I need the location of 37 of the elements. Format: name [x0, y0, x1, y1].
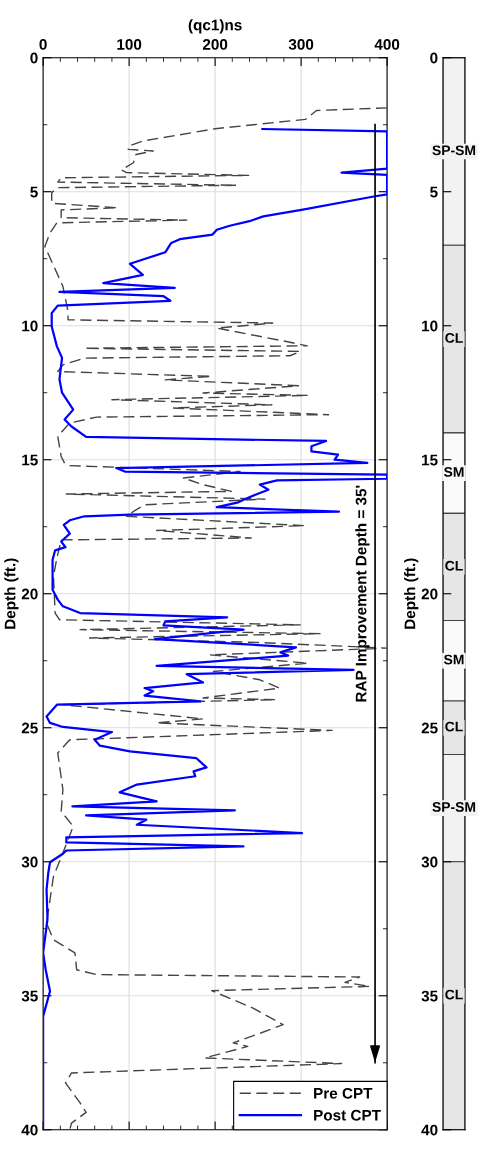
- y-tick-label: 0: [30, 52, 38, 64]
- x-tick-label: 100: [117, 39, 142, 50]
- y-tick-label: 40: [21, 1124, 38, 1136]
- series-label: CL: [445, 560, 463, 571]
- series-label: CL: [445, 721, 463, 732]
- series-label: SM: [443, 654, 464, 665]
- y-tick-label: 25: [421, 722, 438, 734]
- series-label: CL: [445, 333, 463, 343]
- y-tick-label: 10: [22, 320, 38, 332]
- x-tick-label: 200: [202, 39, 228, 50]
- series-label: SP-SM: [432, 145, 476, 156]
- legend-label: Pre CPT: [314, 1087, 373, 1099]
- y-tick-label: 30: [421, 856, 438, 868]
- y-tick-label: 30: [21, 856, 38, 868]
- y-axis-title: Depth (ft.): [404, 558, 419, 629]
- annotation: RAP Improvement Depth = 35': [355, 485, 370, 702]
- y-tick-label: 10: [422, 320, 438, 332]
- y-tick-label: 25: [21, 722, 38, 734]
- y-tick-label: 15: [422, 454, 438, 466]
- y-tick-label: 0: [430, 52, 438, 64]
- y-tick-label: 35: [421, 990, 438, 1002]
- y-tick-label: 5: [30, 186, 38, 198]
- x-tick-label: 300: [288, 39, 314, 50]
- series-label: SP-SM: [432, 802, 476, 812]
- x-tick-label: 400: [374, 39, 400, 50]
- y-tick-label: 20: [421, 588, 438, 600]
- y-axis-title: Depth (ft.): [4, 558, 19, 629]
- x-axis-title: (qc1)ns: [188, 19, 242, 34]
- series-label: SM: [443, 467, 464, 477]
- x-tick-label: 0: [39, 39, 47, 50]
- y-tick-label: 40: [421, 1124, 438, 1136]
- y-tick-label: 5: [430, 186, 438, 198]
- y-tick-label: 35: [21, 990, 38, 1002]
- legend-label: Post CPT: [314, 1109, 381, 1121]
- y-tick-label: 20: [21, 588, 38, 600]
- series-label: CL: [445, 989, 463, 1000]
- y-tick-label: 15: [22, 454, 38, 466]
